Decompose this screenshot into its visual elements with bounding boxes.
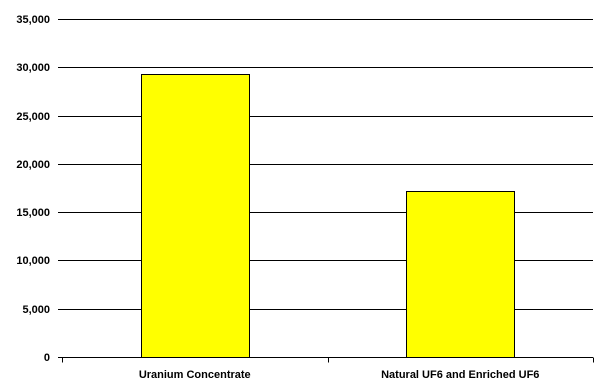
- y-tick-label: 10,000: [16, 255, 50, 267]
- bar-natural-uf6-enriched-uf6: [406, 191, 515, 358]
- y-tick-label: 35,000: [16, 14, 50, 26]
- x-category-label: Natural UF6 and Enriched UF6: [381, 369, 539, 381]
- y-tick-label: 0: [44, 352, 50, 364]
- y-tick-label: 5,000: [22, 304, 50, 316]
- y-tick-label: 20,000: [16, 159, 50, 171]
- x-category-label: Uranium Concentrate: [139, 369, 251, 381]
- axes: [58, 19, 594, 363]
- bar-uranium-concentrate: [141, 74, 250, 358]
- y-tick-label: 15,000: [16, 207, 50, 219]
- y-tick-labels: 0 5,000 10,000 15,000 20,000 25,000 30,000 35,0…: [16, 14, 50, 364]
- x-category-labels: Uranium Concentrate Natural UF6 and Enric…: [139, 369, 540, 381]
- y-tick-label: 30,000: [16, 62, 50, 74]
- y-tick-label: 25,000: [16, 111, 50, 123]
